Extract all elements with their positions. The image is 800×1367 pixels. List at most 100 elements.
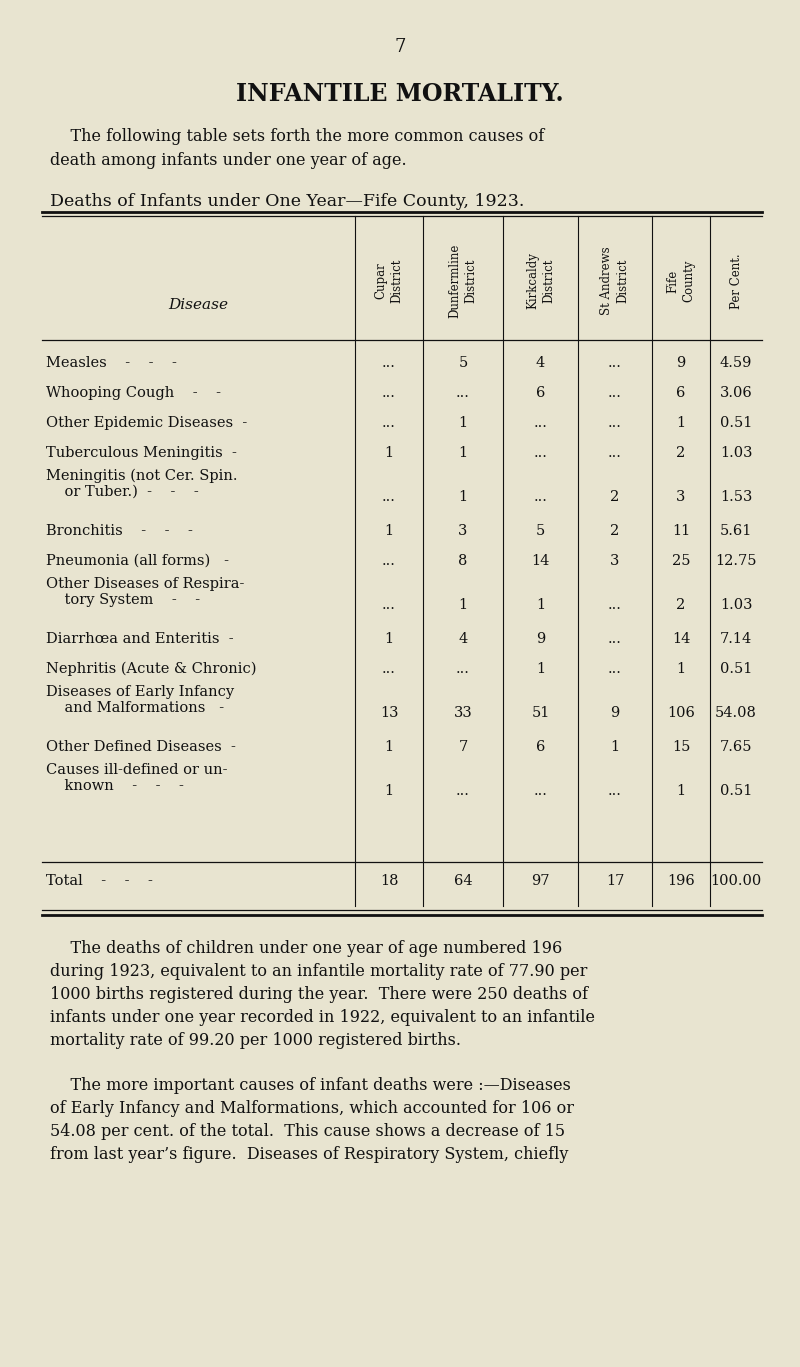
Text: or Tuber.)  -    -    -: or Tuber.) - - - (46, 485, 198, 499)
Text: 3.06: 3.06 (720, 385, 752, 401)
Text: 3: 3 (676, 489, 686, 504)
Text: 100.00: 100.00 (710, 874, 762, 889)
Text: 9: 9 (676, 355, 686, 370)
Text: 1000 births registered during the year.  There were 250 deaths of: 1000 births registered during the year. … (50, 986, 588, 1003)
Text: 1: 1 (458, 489, 467, 504)
Text: 5: 5 (458, 355, 468, 370)
Text: 1: 1 (385, 632, 394, 647)
Text: 1: 1 (458, 597, 467, 612)
Text: The following table sets forth the more common causes of: The following table sets forth the more … (50, 128, 544, 145)
Text: ...: ... (382, 355, 396, 370)
Text: 0.51: 0.51 (720, 785, 752, 798)
Text: tory System    -    -: tory System - - (46, 593, 200, 607)
Text: 106: 106 (667, 705, 695, 720)
Text: 3: 3 (458, 524, 468, 539)
Text: 2: 2 (676, 446, 686, 461)
Text: during 1923, equivalent to an infantile mortality rate of 77.90 per: during 1923, equivalent to an infantile … (50, 962, 587, 980)
Text: Other Diseases of Respira-: Other Diseases of Respira- (46, 577, 244, 591)
Text: Meningitis (not Cer. Spin.: Meningitis (not Cer. Spin. (46, 469, 238, 484)
Text: 9: 9 (610, 705, 620, 720)
Text: ...: ... (608, 446, 622, 461)
Text: ...: ... (382, 554, 396, 569)
Text: Diseases of Early Infancy: Diseases of Early Infancy (46, 685, 234, 699)
Text: Disease: Disease (169, 298, 229, 312)
Text: ...: ... (608, 385, 622, 401)
Text: 3: 3 (610, 554, 620, 569)
Text: 7: 7 (458, 740, 468, 755)
Text: 9: 9 (536, 632, 545, 647)
Text: The deaths of children under one year of age numbered 196: The deaths of children under one year of… (50, 940, 562, 957)
Text: 11: 11 (672, 524, 690, 539)
Text: ...: ... (534, 446, 547, 461)
Text: ...: ... (608, 632, 622, 647)
Text: 54.08: 54.08 (715, 705, 757, 720)
Text: 13: 13 (380, 705, 398, 720)
Text: Deaths of Infants under One Year—Fife County, 1923.: Deaths of Infants under One Year—Fife Co… (50, 193, 524, 211)
Text: ...: ... (456, 785, 470, 798)
Text: from last year’s figure.  Diseases of Respiratory System, chiefly: from last year’s figure. Diseases of Res… (50, 1146, 568, 1163)
Text: 54.08 per cent. of the total.  This cause shows a decrease of 15: 54.08 per cent. of the total. This cause… (50, 1124, 565, 1140)
Text: infants under one year recorded in 1922, equivalent to an infantile: infants under one year recorded in 1922,… (50, 1009, 595, 1027)
Text: Cupar
District: Cupar District (374, 258, 403, 303)
Text: Tuberculous Meningitis  -: Tuberculous Meningitis - (46, 446, 237, 461)
Text: ...: ... (534, 489, 547, 504)
Text: 7.14: 7.14 (720, 632, 752, 647)
Text: St Andrews
District: St Andrews District (601, 246, 630, 316)
Text: Total    -    -    -: Total - - - (46, 874, 153, 889)
Text: 1: 1 (677, 785, 686, 798)
Text: Nephritis (Acute & Chronic): Nephritis (Acute & Chronic) (46, 662, 257, 677)
Text: 1: 1 (536, 662, 545, 677)
Text: Measles    -    -    -: Measles - - - (46, 355, 177, 370)
Text: 15: 15 (672, 740, 690, 755)
Text: ...: ... (534, 785, 547, 798)
Text: 196: 196 (667, 874, 695, 889)
Text: 1: 1 (677, 662, 686, 677)
Text: 4.59: 4.59 (720, 355, 752, 370)
Text: 1: 1 (385, 446, 394, 461)
Text: Dunfermline
District: Dunfermline District (449, 243, 478, 319)
Text: 7: 7 (394, 38, 406, 56)
Text: INFANTILE MORTALITY.: INFANTILE MORTALITY. (236, 82, 564, 107)
Text: ...: ... (382, 597, 396, 612)
Text: 33: 33 (454, 705, 472, 720)
Text: 51: 51 (531, 705, 550, 720)
Text: Pneumonia (all forms)   -: Pneumonia (all forms) - (46, 554, 229, 569)
Text: 1: 1 (610, 740, 619, 755)
Text: 18: 18 (380, 874, 398, 889)
Text: ...: ... (382, 489, 396, 504)
Text: ...: ... (608, 416, 622, 431)
Text: Fife
County: Fife County (666, 260, 695, 302)
Text: 7.65: 7.65 (720, 740, 752, 755)
Text: 1: 1 (385, 740, 394, 755)
Text: 2: 2 (610, 489, 620, 504)
Text: 1.03: 1.03 (720, 446, 752, 461)
Text: 0.51: 0.51 (720, 416, 752, 431)
Text: Other Epidemic Diseases  -: Other Epidemic Diseases - (46, 416, 247, 431)
Text: 4: 4 (536, 355, 545, 370)
Text: 6: 6 (676, 385, 686, 401)
Text: mortality rate of 99.20 per 1000 registered births.: mortality rate of 99.20 per 1000 registe… (50, 1032, 461, 1048)
Text: Causes ill-defined or un-: Causes ill-defined or un- (46, 763, 227, 776)
Text: Diarrhœa and Enteritis  -: Diarrhœa and Enteritis - (46, 632, 234, 647)
Text: 1: 1 (458, 446, 467, 461)
Text: 25: 25 (672, 554, 690, 569)
Text: Whooping Cough    -    -: Whooping Cough - - (46, 385, 221, 401)
Text: Other Defined Diseases  -: Other Defined Diseases - (46, 740, 236, 755)
Text: 1.53: 1.53 (720, 489, 752, 504)
Text: 1: 1 (536, 597, 545, 612)
Text: Bronchitis    -    -    -: Bronchitis - - - (46, 524, 193, 539)
Text: 8: 8 (458, 554, 468, 569)
Text: ...: ... (456, 662, 470, 677)
Text: death among infants under one year of age.: death among infants under one year of ag… (50, 152, 406, 170)
Text: 17: 17 (606, 874, 624, 889)
Text: 0.51: 0.51 (720, 662, 752, 677)
Text: ...: ... (608, 785, 622, 798)
Text: 2: 2 (610, 524, 620, 539)
Text: 2: 2 (676, 597, 686, 612)
Text: 6: 6 (536, 385, 545, 401)
Text: ...: ... (382, 662, 396, 677)
Text: Kirkcaldy
District: Kirkcaldy District (526, 253, 555, 309)
Text: 4: 4 (458, 632, 468, 647)
Text: known    -    -    -: known - - - (46, 779, 184, 793)
Text: and Malformations   -: and Malformations - (46, 701, 224, 715)
